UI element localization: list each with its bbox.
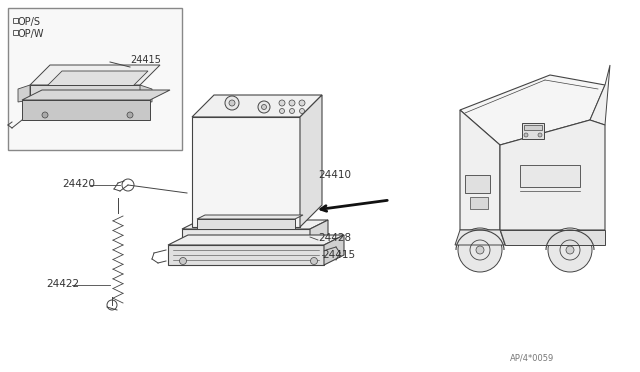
Text: 24410: 24410 xyxy=(318,170,351,180)
Circle shape xyxy=(42,112,48,118)
Polygon shape xyxy=(42,71,148,91)
Polygon shape xyxy=(460,75,605,145)
Circle shape xyxy=(289,109,294,113)
Text: 24415: 24415 xyxy=(322,250,355,260)
Circle shape xyxy=(279,100,285,106)
Bar xyxy=(13,18,18,23)
Circle shape xyxy=(127,112,133,118)
Polygon shape xyxy=(300,95,322,227)
Polygon shape xyxy=(310,220,328,245)
Polygon shape xyxy=(460,110,500,230)
Circle shape xyxy=(300,109,305,113)
Circle shape xyxy=(310,257,317,264)
Circle shape xyxy=(538,133,542,137)
Circle shape xyxy=(225,96,239,110)
Text: 24422: 24422 xyxy=(46,279,79,289)
Text: 24420: 24420 xyxy=(62,179,95,189)
Circle shape xyxy=(566,246,574,254)
Polygon shape xyxy=(182,229,310,245)
Polygon shape xyxy=(18,85,30,102)
Polygon shape xyxy=(182,220,328,229)
Circle shape xyxy=(179,257,186,264)
Circle shape xyxy=(229,100,235,106)
Circle shape xyxy=(548,228,592,272)
Bar xyxy=(8,8,182,150)
Polygon shape xyxy=(192,117,300,227)
Polygon shape xyxy=(140,85,152,102)
Polygon shape xyxy=(500,120,605,230)
Polygon shape xyxy=(42,91,128,98)
Bar xyxy=(470,197,488,209)
Bar xyxy=(524,125,542,130)
Polygon shape xyxy=(590,65,610,125)
Circle shape xyxy=(524,133,528,137)
Polygon shape xyxy=(500,230,605,245)
Polygon shape xyxy=(197,219,295,229)
Polygon shape xyxy=(168,235,344,245)
Polygon shape xyxy=(455,230,505,245)
Text: OP/S: OP/S xyxy=(17,17,40,27)
Circle shape xyxy=(262,105,266,109)
Polygon shape xyxy=(192,95,322,117)
Text: OP/W: OP/W xyxy=(17,29,44,39)
Circle shape xyxy=(280,109,285,113)
Bar xyxy=(13,30,18,35)
Bar xyxy=(520,165,580,187)
Bar xyxy=(522,123,544,139)
Circle shape xyxy=(299,100,305,106)
Polygon shape xyxy=(197,215,303,219)
Circle shape xyxy=(458,228,502,272)
Polygon shape xyxy=(30,85,140,100)
Polygon shape xyxy=(30,65,160,85)
Text: 24415: 24415 xyxy=(130,55,161,65)
Bar xyxy=(465,175,490,193)
Polygon shape xyxy=(22,100,150,120)
Polygon shape xyxy=(168,245,324,265)
Text: 24428: 24428 xyxy=(318,233,351,243)
Polygon shape xyxy=(22,90,170,100)
Polygon shape xyxy=(324,235,344,265)
Circle shape xyxy=(258,101,270,113)
Circle shape xyxy=(289,100,295,106)
Text: AP/4*0059: AP/4*0059 xyxy=(510,353,554,362)
Circle shape xyxy=(476,246,484,254)
